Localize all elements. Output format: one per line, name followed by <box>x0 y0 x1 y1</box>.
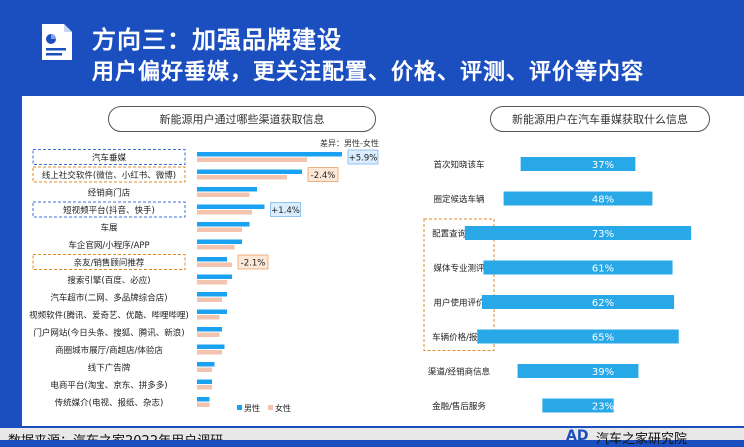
category-label: 门户网站(今日头条、搜狐、腾讯、新浪) <box>33 328 184 339</box>
category-label: 车企官网/小程序/APP <box>68 240 149 251</box>
legend-label-female: 女性 <box>275 403 291 413</box>
data-label: 73% <box>592 229 614 240</box>
bar-male <box>197 187 257 192</box>
data-label: 65% <box>592 333 614 344</box>
bar-male <box>197 152 342 157</box>
bar-female <box>197 157 307 162</box>
data-label: 61% <box>592 264 614 275</box>
bar-male <box>197 379 212 384</box>
bar-value <box>483 260 673 275</box>
brand-logo: AD <box>566 428 589 444</box>
category-label: 车展 <box>100 223 118 234</box>
source-note: 数据来源：汽车之家2022年用户调研 <box>8 430 223 440</box>
bar-value <box>542 398 614 413</box>
category-label: 传统媒介(电视、报纸、杂志) <box>55 398 164 409</box>
bar-female <box>197 350 222 355</box>
category-label: 汽车垂媒 <box>92 153 127 164</box>
bar-value <box>520 157 636 171</box>
category-label: 电商平台(淘宝、京东、拼多多) <box>50 380 167 391</box>
difference-label: +5.9% <box>349 154 378 164</box>
category-label: 渠道/经销商信息 <box>428 367 491 378</box>
bar-female <box>197 297 222 302</box>
data-label: 39% <box>592 367 614 378</box>
bar-male <box>197 344 225 349</box>
difference-badge <box>237 254 269 270</box>
bar-female <box>197 227 242 232</box>
difference-label: -2.1% <box>241 259 266 269</box>
highlight-box-right <box>423 218 495 351</box>
category-label: 圈定候选车辆 <box>433 194 485 205</box>
category-label: 车辆价格/报价 <box>432 332 486 343</box>
bar-male <box>197 327 222 332</box>
left-chart-title: 新能源用户通过哪些渠道获取信息 <box>108 106 376 132</box>
category-highlight-box <box>32 254 186 270</box>
bar-female <box>197 210 252 215</box>
category-label: 商圈城市展厅/商超店/体验店 <box>55 345 163 356</box>
bar-female <box>197 332 220 337</box>
bar-female <box>197 262 232 267</box>
bar-value <box>481 295 675 309</box>
right-chart-title: 新能源用户在汽车垂媒获取什么信息 <box>490 106 710 132</box>
category-label: 汽车超市(二网、多品牌综合店) <box>50 293 167 304</box>
bar-male <box>197 362 215 367</box>
bar-male <box>197 204 265 209</box>
category-highlight-box <box>32 166 186 183</box>
legend-swatch-male <box>237 405 242 410</box>
bar-male <box>197 257 227 262</box>
bar-value <box>477 329 679 344</box>
difference-label: +1.4% <box>271 206 300 216</box>
bar-female <box>197 175 287 180</box>
data-label: 23% <box>592 402 614 413</box>
category-label: 首次知晓该车 <box>433 160 484 171</box>
bar-male <box>197 239 242 244</box>
category-highlight-box <box>32 149 186 165</box>
brand-name: 汽车之家研究院 <box>596 432 688 447</box>
bar-male <box>197 292 227 297</box>
bar-male <box>197 169 302 174</box>
data-label: 62% <box>592 298 614 309</box>
difference-badge <box>270 202 301 217</box>
bar-male <box>197 309 227 314</box>
bar-female <box>197 385 212 390</box>
bar-female <box>197 315 220 320</box>
category-highlight-box <box>32 201 186 218</box>
bar-female <box>197 245 235 250</box>
bar-value <box>517 364 639 378</box>
category-label: 配置查询/对比 <box>432 229 486 240</box>
category-label: 用户使用评价 <box>433 298 485 309</box>
bar-male <box>197 397 210 402</box>
category-label: 媒体专业测评 <box>433 263 485 274</box>
bar-female <box>197 367 212 372</box>
bar-male <box>197 222 250 227</box>
category-label: 短视频平台(抖音、快手) <box>63 205 155 216</box>
category-label: 视频软件(腾讯、爱奇艺、优酷、哔哩哔哩) <box>29 310 189 321</box>
page-subtitle: 用户偏好垂媒，更关注配置、价格、评测、评价等内容 <box>92 60 645 85</box>
data-label: 48% <box>592 195 614 206</box>
bar-female <box>197 280 227 285</box>
category-label: 线下广告牌 <box>88 363 131 374</box>
data-label: 37% <box>592 160 614 171</box>
category-label: 金融/售后服务 <box>432 401 486 412</box>
category-label: 亲友/销售顾问推荐 <box>74 258 145 269</box>
document-icon <box>42 24 72 60</box>
legend-label-male: 男性 <box>244 403 260 413</box>
page-title: 方向三：加强品牌建设 <box>92 26 342 54</box>
category-label: 线上社交软件(微信、小红书、微博) <box>42 170 176 181</box>
legend-swatch-female <box>268 405 273 410</box>
difference-badge <box>347 149 379 165</box>
bar-female <box>197 192 250 197</box>
bar-female <box>197 402 210 407</box>
difference-label: -2.4% <box>311 171 336 181</box>
bar-male <box>197 274 232 279</box>
category-label: 经销商门店 <box>88 188 131 199</box>
bar-value <box>464 226 692 240</box>
footer: 数据来源：汽车之家2022年用户调研 <box>0 428 744 440</box>
bar-value <box>503 191 653 206</box>
category-label: 搜索引擎(百度、必应) <box>67 275 150 286</box>
difference-badge <box>307 167 339 182</box>
difference-note: 差异：男性-女性 <box>320 139 379 148</box>
